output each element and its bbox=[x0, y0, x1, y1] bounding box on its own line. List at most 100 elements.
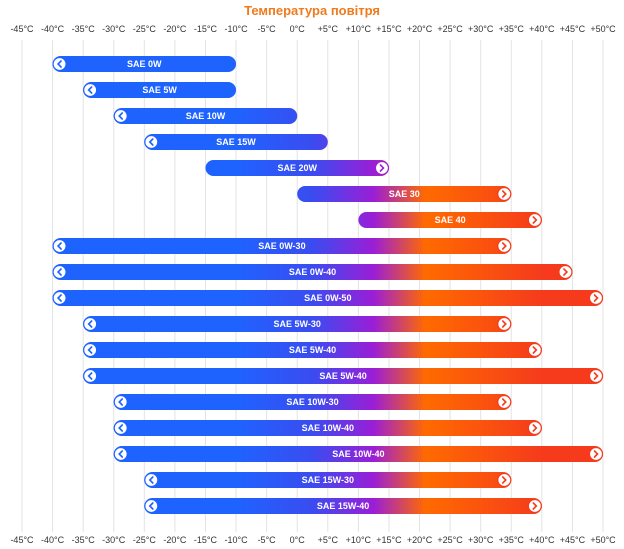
max-temp-marker bbox=[588, 290, 604, 306]
bar-row: SAE 15W-40 bbox=[144, 498, 542, 514]
bar-label: SAE 30 bbox=[389, 189, 420, 199]
bar-label: SAE 15W bbox=[216, 137, 256, 147]
x-tick-label-bottom: +25°C bbox=[437, 535, 463, 545]
bar bbox=[113, 108, 298, 124]
x-tick-label-bottom: +20°C bbox=[407, 535, 433, 545]
min-temp-marker bbox=[83, 82, 98, 98]
bar bbox=[144, 472, 512, 488]
chevron-right-icon bbox=[501, 320, 507, 328]
min-temp-marker bbox=[83, 342, 98, 358]
x-tick-label-bottom: -45°C bbox=[10, 535, 34, 545]
bar-label: SAE 10W-40 bbox=[332, 449, 384, 459]
chevron-right-icon bbox=[593, 372, 599, 380]
bar-row: SAE 0W bbox=[52, 56, 237, 72]
x-tick-label-bottom: +5°C bbox=[318, 535, 339, 545]
chevron-left-icon bbox=[87, 320, 93, 328]
max-temp-marker bbox=[527, 498, 542, 514]
x-tick-label-top: +20°C bbox=[407, 24, 433, 34]
x-tick-label-top: +45°C bbox=[560, 24, 586, 34]
bar-label: SAE 0W bbox=[127, 59, 162, 69]
x-tick-label-bottom: +30°C bbox=[468, 535, 494, 545]
x-tick-label-bottom: -15°C bbox=[194, 535, 218, 545]
x-tick-label-top: -40°C bbox=[41, 24, 65, 34]
min-temp-marker bbox=[52, 264, 67, 280]
bar-row: SAE 5W-40 bbox=[83, 368, 604, 384]
bar-label: SAE 10W bbox=[186, 111, 226, 121]
max-temp-marker bbox=[497, 186, 512, 202]
chevron-left-icon bbox=[87, 372, 93, 380]
max-temp-marker bbox=[497, 316, 512, 332]
x-axis-bottom: -45°C -40°C -35°C -30°C -25°C -20°C -15°C -10°C… bbox=[10, 535, 616, 545]
bar-row: SAE 15W bbox=[144, 134, 328, 150]
bar-label: SAE 15W-40 bbox=[317, 501, 369, 511]
x-tick-label-bottom: +10°C bbox=[346, 535, 372, 545]
bar-label: SAE 40 bbox=[435, 215, 466, 225]
bar-label: SAE 5W-40 bbox=[319, 371, 366, 381]
chevron-left-icon bbox=[118, 424, 124, 432]
bar-label: SAE 0W-40 bbox=[289, 267, 336, 277]
chevron-left-icon bbox=[56, 268, 62, 276]
bar bbox=[52, 264, 573, 280]
chevron-right-icon bbox=[532, 502, 538, 510]
max-temp-marker bbox=[558, 264, 573, 280]
x-tick-label-bottom: +35°C bbox=[499, 535, 525, 545]
chevron-right-icon bbox=[563, 268, 569, 276]
x-tick-label-top: +15°C bbox=[376, 24, 402, 34]
bar-row: SAE 5W bbox=[83, 82, 237, 98]
x-tick-label-top: -10°C bbox=[224, 24, 248, 34]
bar-row: SAE 30 bbox=[297, 186, 512, 202]
bar-row: SAE 5W-30 bbox=[83, 316, 512, 332]
max-temp-marker bbox=[497, 394, 512, 410]
min-temp-marker bbox=[52, 238, 67, 254]
min-temp-marker bbox=[113, 108, 128, 124]
min-temp-marker bbox=[144, 498, 159, 514]
min-temp-marker bbox=[113, 446, 128, 462]
min-temp-marker bbox=[113, 420, 128, 436]
bar-label: SAE 5W-30 bbox=[274, 319, 321, 329]
chevron-left-icon bbox=[148, 502, 154, 510]
chevron-right-icon bbox=[501, 242, 507, 250]
min-temp-marker bbox=[113, 394, 128, 410]
chevron-right-icon bbox=[532, 216, 538, 224]
bar-row: SAE 10W-40 bbox=[113, 420, 542, 436]
chevron-left-icon bbox=[148, 476, 154, 484]
x-tick-label-bottom: -5°C bbox=[258, 535, 277, 545]
bar-row: SAE 0W-30 bbox=[52, 238, 512, 254]
x-tick-label-bottom: -30°C bbox=[102, 535, 126, 545]
x-tick-label-bottom: -20°C bbox=[163, 535, 187, 545]
min-temp-marker bbox=[83, 316, 98, 332]
bar bbox=[52, 290, 603, 306]
bar-label: SAE 5W-40 bbox=[289, 345, 336, 355]
x-tick-label-bottom: +50°C bbox=[590, 535, 616, 545]
bar-row: SAE 10W bbox=[113, 108, 298, 124]
x-tick-label-top: +25°C bbox=[437, 24, 463, 34]
max-temp-marker bbox=[588, 368, 604, 384]
bar bbox=[358, 212, 542, 228]
x-tick-label-bottom: +15°C bbox=[376, 535, 402, 545]
chart-title: Температура повітря bbox=[244, 3, 380, 18]
bar bbox=[144, 134, 328, 150]
bar-row: SAE 5W-40 bbox=[83, 342, 542, 358]
min-temp-marker bbox=[144, 472, 159, 488]
chevron-left-icon bbox=[56, 242, 62, 250]
bar bbox=[113, 420, 542, 436]
chevron-right-icon bbox=[501, 476, 507, 484]
x-tick-label-bottom: -35°C bbox=[72, 535, 96, 545]
bar bbox=[83, 368, 603, 384]
chevron-right-icon bbox=[593, 294, 599, 302]
bar-label: SAE 0W-30 bbox=[258, 241, 305, 251]
bar bbox=[144, 498, 542, 514]
x-tick-label-top: -30°C bbox=[102, 24, 126, 34]
bar-row: SAE 15W-30 bbox=[144, 472, 512, 488]
x-tick-label-top: 0°C bbox=[290, 24, 306, 34]
bars: SAE 0W SAE 5W SAE 10W SAE 15W SAE 20W SAE 30 S… bbox=[52, 56, 604, 514]
chevron-left-icon bbox=[56, 60, 62, 68]
bar bbox=[83, 82, 237, 98]
bar-label: SAE 0W-50 bbox=[304, 293, 351, 303]
max-temp-marker bbox=[527, 420, 542, 436]
min-temp-marker bbox=[52, 290, 67, 306]
chevron-left-icon bbox=[118, 398, 124, 406]
x-tick-label-top: +50°C bbox=[590, 24, 616, 34]
x-tick-label-top: +10°C bbox=[346, 24, 372, 34]
